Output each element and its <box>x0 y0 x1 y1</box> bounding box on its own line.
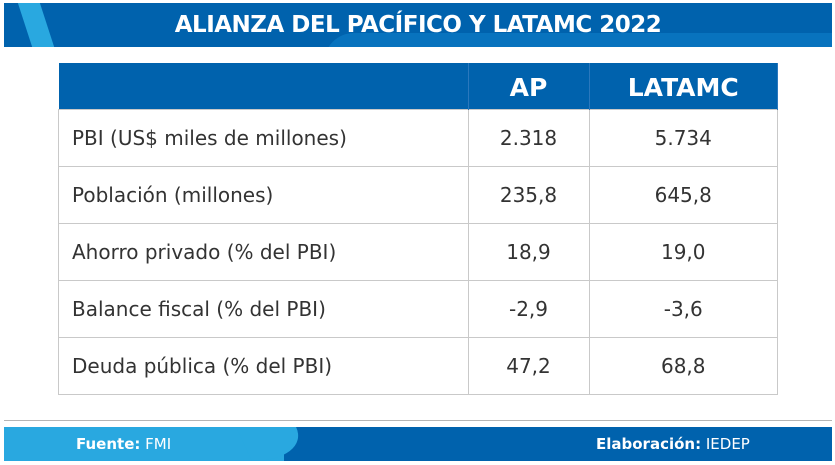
row-label: Balance fiscal (% del PBI) <box>58 280 469 338</box>
latamc-value: -3,6 <box>588 280 778 338</box>
row-label: Deuda pública (% del PBI) <box>58 337 469 395</box>
ap-value: 18,9 <box>467 223 590 281</box>
source: Fuente: FMI <box>76 427 171 461</box>
latamc-value: 68,8 <box>588 337 778 395</box>
row-label: PBI (US$ miles de millones) <box>58 109 469 167</box>
source-value: FMI <box>145 435 172 453</box>
table-row: Deuda pública (% del PBI) 47,2 68,8 <box>58 337 778 395</box>
row-label: Población (millones) <box>58 166 469 224</box>
footer-light-panel <box>4 427 284 461</box>
title-banner: ALIANZA DEL PACÍFICO Y LATAMC 2022 <box>4 3 832 47</box>
ap-value: 47,2 <box>467 337 590 395</box>
latamc-value: 19,0 <box>588 223 778 281</box>
credit-label: Elaboración: <box>596 435 702 453</box>
table-row: Balance fiscal (% del PBI) -2,9 -3,6 <box>58 280 778 338</box>
row-label: Ahorro privado (% del PBI) <box>58 223 469 281</box>
ap-value: 235,8 <box>467 166 590 224</box>
decorative-arc <box>324 33 832 47</box>
table-row: Ahorro privado (% del PBI) 18,9 19,0 <box>58 223 778 281</box>
page-title: ALIANZA DEL PACÍFICO Y LATAMC 2022 <box>174 12 662 38</box>
divider <box>4 420 832 421</box>
header-latamc: LATAMC <box>589 63 778 110</box>
ap-value: -2,9 <box>467 280 590 338</box>
table-header-row: AP LATAMC <box>58 63 778 110</box>
latamc-value: 645,8 <box>588 166 778 224</box>
header-empty <box>58 63 469 110</box>
credit-value: IEDEP <box>705 435 750 453</box>
source-label: Fuente: <box>76 435 141 453</box>
ap-value: 2.318 <box>467 109 590 167</box>
table-row: PBI (US$ miles de millones) 2.318 5.734 <box>58 109 778 167</box>
table-row: Población (millones) 235,8 645,8 <box>58 166 778 224</box>
header-ap: AP <box>468 63 590 110</box>
comparison-table: AP LATAMC PBI (US$ miles de millones) 2.3… <box>58 63 778 395</box>
latamc-value: 5.734 <box>588 109 778 167</box>
footer-bar: Fuente: FMI Elaboración: IEDEP <box>4 427 832 461</box>
credit: Elaboración: IEDEP <box>596 427 750 461</box>
